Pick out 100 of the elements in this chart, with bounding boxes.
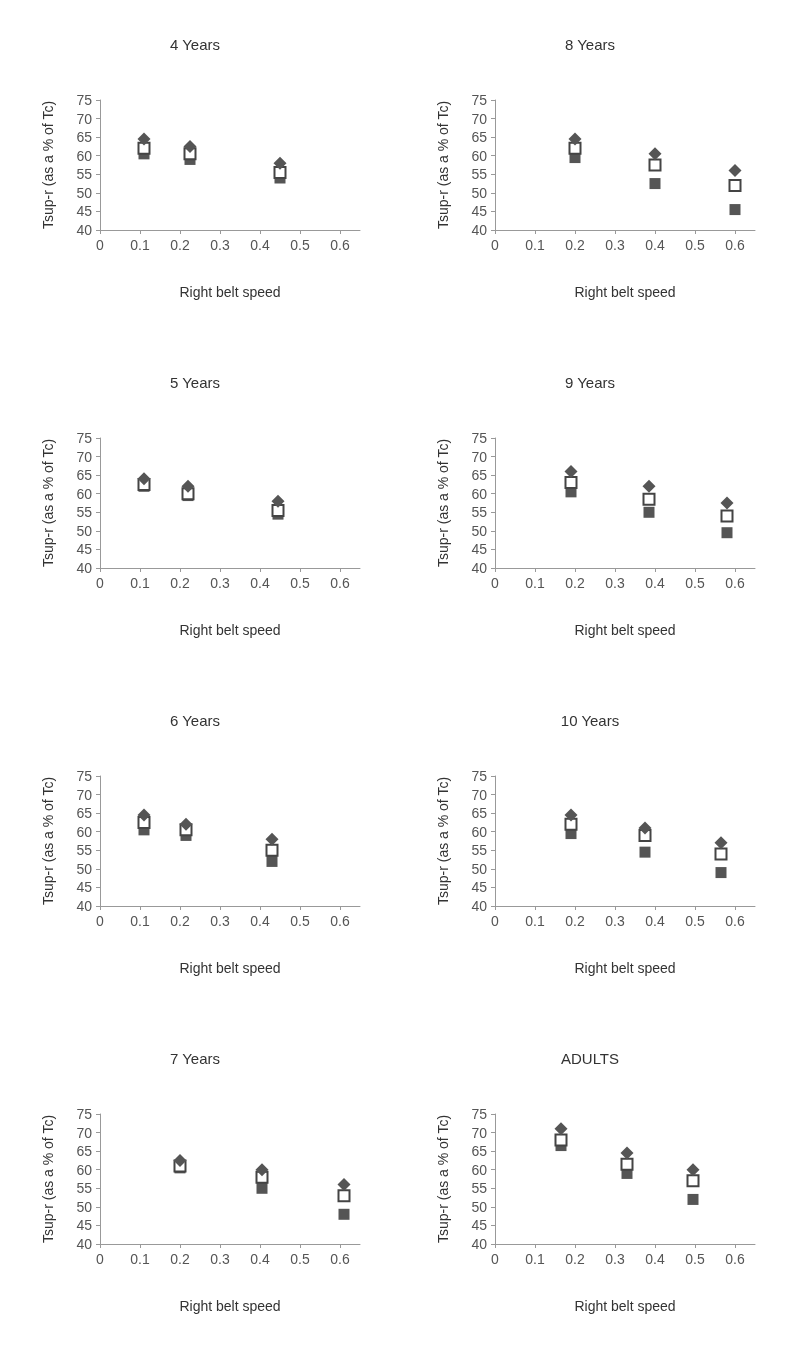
point [715,867,727,879]
y-tick-label: 55 [76,166,93,183]
point [729,204,741,216]
point [720,496,734,510]
x-tick-label: 0.3 [210,913,230,929]
point [721,527,733,539]
point [338,1208,350,1220]
x-tick-label: 0.2 [565,913,585,929]
x-tick-label: 0.1 [525,575,545,591]
x-tick-label: 0.6 [725,575,745,591]
y-tick-label: 70 [471,786,488,803]
chart-title: 7 Years [169,1050,221,1067]
x-tick-label: 0.4 [250,575,270,591]
point [564,464,578,478]
x-tick-label: 0 [96,913,105,929]
point [643,506,655,518]
chart-title: 9 Years [564,374,616,391]
point [642,492,656,506]
x-tick-label: 0 [491,237,500,253]
point [265,832,279,846]
x-tick-label: 0.6 [725,1251,745,1267]
y-tick-label: 70 [471,1124,488,1141]
y-tick-label: 70 [76,110,93,127]
y-tick-label: 55 [471,1180,488,1197]
y-tick-label: 75 [471,768,488,784]
y-tick-label: 70 [471,110,488,127]
x-tick-label: 0.1 [130,237,150,253]
x-tick-label: 0.4 [250,237,270,253]
x-tick-label: 0.4 [645,1251,665,1267]
y-tick-label: 65 [76,805,93,822]
x-axis-title: Right belt speed [179,960,281,976]
x-tick-label: 0.5 [290,1251,310,1267]
x-tick-label: 0.3 [605,913,625,929]
y-tick-label: 75 [471,92,488,108]
point [256,1182,268,1194]
y-tick-label: 50 [76,1198,93,1215]
point [137,132,151,146]
x-tick-label: 0.2 [565,575,585,591]
x-tick-label: 0.1 [130,575,150,591]
y-tick-label: 70 [76,786,93,803]
y-tick-label: 45 [76,1217,93,1234]
y-tick-label: 50 [471,1198,488,1215]
y-tick-label: 45 [76,203,93,220]
x-tick-label: 0.3 [605,237,625,253]
chart-title: 10 Years [560,712,620,729]
x-tick-label: 0 [96,575,105,591]
x-tick-label: 0.3 [605,575,625,591]
x-tick-label: 0.1 [525,237,545,253]
y-tick-label: 75 [76,92,93,108]
y-tick-label: 60 [471,1161,488,1178]
y-axis-title: Tsup-r (as a % of Tc) [435,100,451,230]
x-tick-label: 0.5 [685,1251,705,1267]
y-tick-label: 70 [471,448,488,465]
y-tick-label: 60 [76,147,93,164]
y-tick-label: 60 [76,485,93,502]
point [642,479,656,493]
x-tick-label: 0.3 [210,575,230,591]
point [686,1163,700,1177]
point [649,178,661,190]
x-tick-label: 0.2 [565,1251,585,1267]
y-tick-label: 70 [76,1124,93,1141]
x-axis-title: Right belt speed [179,1298,281,1314]
y-axis-title: Tsup-r (as a % of Tc) [40,100,56,230]
x-tick-label: 0.2 [170,913,190,929]
x-tick-label: 0 [96,1251,105,1267]
y-tick-label: 45 [471,203,488,220]
y-tick-label: 45 [76,541,93,558]
x-tick-label: 0.4 [250,913,270,929]
x-tick-label: 0.1 [130,913,150,929]
x-axis-title: Right belt speed [179,284,281,300]
y-axis-title: Tsup-r (as a % of Tc) [40,438,56,568]
x-tick-label: 0.1 [525,913,545,929]
y-tick-label: 40 [471,898,488,914]
point [181,479,195,493]
y-tick-label: 40 [76,898,93,914]
point [137,141,151,155]
x-tick-label: 0.6 [330,1251,350,1267]
point [620,1157,634,1171]
y-tick-label: 65 [471,805,488,822]
point [568,141,582,155]
x-tick-label: 0 [96,237,105,253]
point [686,1174,700,1188]
x-axis-title: Right belt speed [179,622,281,638]
x-axis-title: Right belt speed [574,1298,676,1314]
x-tick-label: 0.6 [330,237,350,253]
point [568,132,582,146]
y-tick-label: 50 [76,184,93,201]
x-tick-label: 0.2 [170,237,190,253]
x-tick-label: 0.6 [330,575,350,591]
x-tick-label: 0.6 [725,237,745,253]
y-tick-label: 75 [471,1106,488,1122]
y-tick-label: 65 [76,1143,93,1160]
y-tick-label: 55 [471,504,488,521]
y-tick-label: 50 [76,522,93,539]
y-tick-label: 40 [471,222,488,238]
x-axis-title: Right belt speed [574,960,676,976]
point [728,178,742,192]
point [620,1146,634,1160]
point [137,472,151,486]
y-tick-label: 45 [471,879,488,896]
